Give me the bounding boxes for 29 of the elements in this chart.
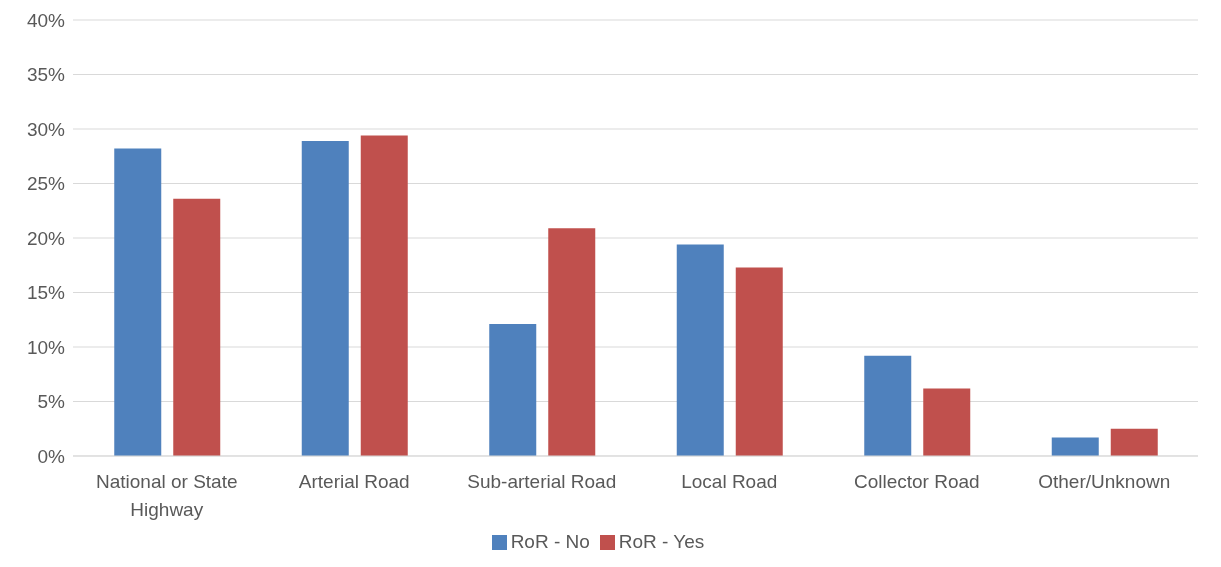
x-tick-label: National or State Highway bbox=[95, 471, 238, 520]
bar bbox=[489, 324, 537, 456]
x-tick-label: Collector Road bbox=[853, 471, 980, 492]
bar bbox=[360, 135, 408, 456]
y-tick-label: 25% bbox=[26, 173, 66, 195]
bar bbox=[301, 140, 349, 456]
bar bbox=[114, 148, 162, 456]
y-tick-label: 35% bbox=[26, 64, 66, 86]
bar bbox=[1110, 428, 1158, 456]
bar bbox=[1051, 437, 1099, 456]
bar bbox=[173, 198, 221, 456]
bar bbox=[676, 244, 724, 456]
y-tick-label: 20% bbox=[26, 227, 66, 249]
bar bbox=[923, 388, 971, 456]
bar bbox=[735, 267, 783, 456]
y-tick-label: 15% bbox=[26, 282, 66, 304]
bar bbox=[864, 355, 912, 456]
y-tick-label: 30% bbox=[26, 118, 66, 140]
x-tick-label: Local Road bbox=[681, 471, 778, 492]
y-tick-label: 5% bbox=[37, 391, 66, 413]
y-tick-label: 10% bbox=[26, 336, 66, 358]
bar bbox=[548, 228, 596, 456]
x-tick-label: Arterial Road bbox=[298, 471, 410, 492]
legend-label: RoR - No bbox=[510, 531, 590, 552]
y-tick-label: 0% bbox=[37, 445, 66, 467]
x-tick-label: Other/Unknown bbox=[1038, 471, 1171, 492]
legend-label: RoR - Yes bbox=[618, 531, 705, 552]
x-tick-label: Sub-arterial Road bbox=[467, 471, 617, 492]
y-tick-label: 40% bbox=[26, 9, 66, 31]
